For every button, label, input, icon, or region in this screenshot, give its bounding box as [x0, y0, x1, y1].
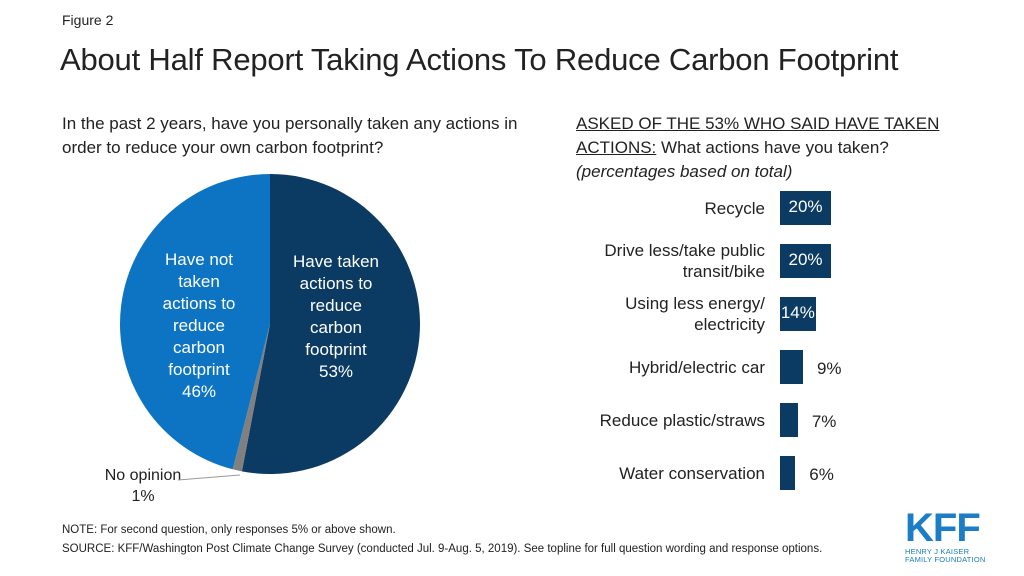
left-question: In the past 2 years, have you personally… — [62, 114, 518, 157]
pie-label-not-taken: Have not taken actions to reduce carbon footp… — [150, 249, 248, 403]
bar-category-line: Using less energy/ — [625, 294, 765, 313]
bar — [780, 244, 831, 278]
pie-label-not-taken-line-0: Have not — [164, 250, 234, 269]
bar-category-label: Hybrid/electric car — [545, 357, 765, 378]
leader-line — [177, 474, 241, 481]
bar-value-label: 9% — [816, 359, 842, 378]
bar-value-label: 14% — [780, 303, 815, 322]
pie-label-not-taken-line-4: carbon — [173, 338, 225, 357]
pie-label-not-taken-line-3: reduce — [173, 316, 225, 335]
bar — [780, 403, 798, 437]
bar-category-label: Water conservation — [545, 463, 765, 484]
bar-category-line: Recycle — [704, 198, 765, 218]
bar-category-line: Drive less/take public — [604, 241, 765, 260]
bar-chart: Recycle 20% Drive less/take public transit/… — [560, 180, 980, 500]
pie-label-no-opinion-line-1: 1% — [131, 488, 155, 505]
pie-slice-1 — [232, 324, 270, 472]
right-question-underlined: ASKED OF THE 53% WHO SAID HAVE TAKEN ACT… — [576, 114, 940, 157]
pie-chart — [120, 174, 420, 474]
pie-label-taken-line-1: actions to — [299, 274, 373, 293]
bar-category-line: electricity — [694, 315, 765, 334]
right-question-italic: (percentages based on total) — [576, 162, 793, 181]
bar-category-line: Water conservation — [619, 463, 765, 483]
logo-line-2: FAMILY FOUNDATION — [905, 555, 986, 564]
bar-category-label: Recycle — [545, 198, 765, 219]
figure-label: Figure 2 — [62, 12, 114, 28]
logo-wordmark: KFF — [905, 506, 981, 550]
pie-label-taken-line-2: reduce — [310, 296, 362, 315]
bar — [780, 191, 831, 225]
chart-title: About Half Report Taking Actions To Redu… — [60, 42, 899, 77]
right-question-text: What actions have you taken? — [656, 138, 889, 157]
bar-category-label: Using less energy/electricity — [545, 293, 765, 335]
bar-value-label: 6% — [809, 465, 834, 484]
logo-line-1: HENRY J KAISER — [905, 547, 970, 556]
bar-value-label: 7% — [811, 412, 837, 431]
bar-value-label: 20% — [788, 197, 823, 216]
pie-label-no-opinion-line-0: No opinion — [104, 467, 182, 484]
kff-logo: KFF HENRY J KAISER FAMILY FOUNDATION — [905, 508, 997, 568]
bar-category-label: Drive less/take public transit/bike — [545, 240, 765, 282]
pie-slice-2 — [120, 174, 270, 470]
bar — [780, 456, 796, 490]
pie-label-taken-line-0: Have taken — [293, 252, 379, 271]
pie-label-taken-line-3: carbon — [310, 318, 362, 337]
pie-label-not-taken-line-2: actions to — [162, 294, 236, 313]
pie-label-no-opinion: No opinion 1% — [88, 465, 198, 507]
bar-category-line: transit/bike — [682, 262, 765, 281]
pie-label-not-taken-line-1: taken — [178, 272, 220, 291]
pie-label-taken-line-5: 53% — [318, 362, 354, 381]
pie-label-not-taken-line-5: footprint — [168, 360, 230, 379]
bar — [780, 297, 816, 331]
source: SOURCE: KFF/Washington Post Climate Chan… — [62, 543, 823, 555]
bar-category-line: Reduce plastic/straws — [599, 410, 765, 430]
bar-value-label: 20% — [788, 250, 823, 269]
bar-category-label: Reduce plastic/straws — [545, 410, 765, 431]
bar — [780, 350, 803, 384]
pie-label-taken: Have taken actions to reduce carbon footprin… — [277, 251, 395, 383]
pie-slice-0 — [241, 174, 420, 474]
pie-label-not-taken-line-6: 46% — [181, 382, 217, 401]
note: NOTE: For second question, only response… — [62, 524, 396, 536]
bar-category-line: Hybrid/electric car — [628, 357, 765, 377]
pie-label-taken-line-4: footprint — [305, 340, 367, 359]
right-question: ASKED OF THE 53% WHO SAID HAVE TAKEN ACT… — [576, 112, 996, 184]
